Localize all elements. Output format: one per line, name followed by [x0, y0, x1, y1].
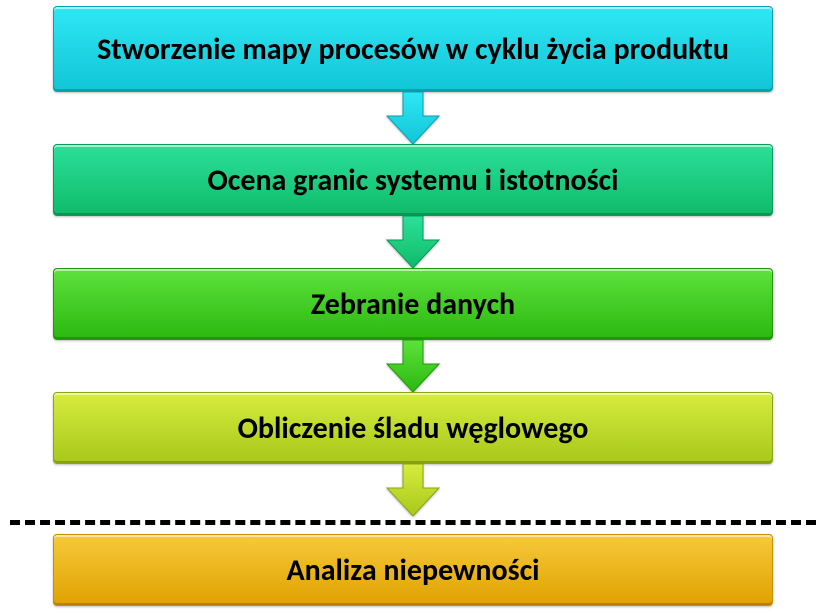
step-label-4: Obliczenie śladu węglowego [238, 412, 589, 445]
dashed-divider [10, 520, 816, 525]
step-box-1: Stworzenie mapy procesów w cyklu życia p… [53, 6, 773, 92]
arrow-down-2 [383, 216, 443, 268]
step-label-5: Analiza niepewności [286, 554, 539, 587]
step-box-3: Zebranie danych [53, 268, 773, 340]
step-box-5: Analiza niepewności [53, 534, 773, 606]
arrow-down-3 [383, 340, 443, 392]
arrow-down-4 [383, 464, 443, 516]
step-label-1: Stworzenie mapy procesów w cyklu życia p… [97, 33, 729, 66]
step-label-3: Zebranie danych [311, 288, 515, 321]
step-label-2: Ocena granic systemu i istotności [208, 164, 619, 197]
step-box-4: Obliczenie śladu węglowego [53, 392, 773, 464]
arrow-down-1 [383, 92, 443, 144]
step-box-2: Ocena granic systemu i istotności [53, 144, 773, 216]
flowchart-canvas: Stworzenie mapy procesów w cyklu życia p… [0, 0, 826, 614]
